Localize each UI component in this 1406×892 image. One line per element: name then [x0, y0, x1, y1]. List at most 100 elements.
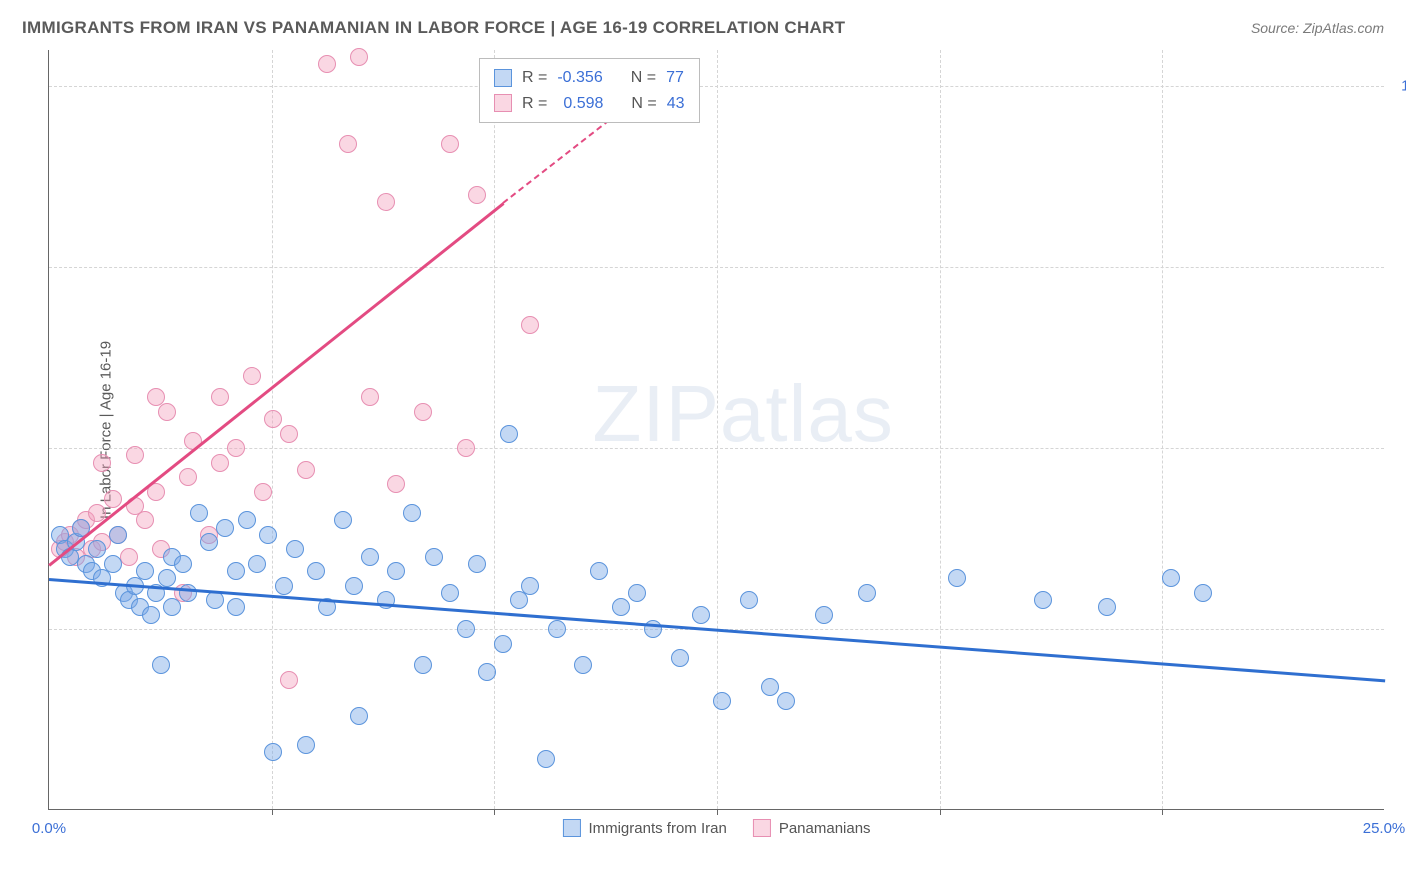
scatter-point — [259, 526, 277, 544]
scatter-point — [457, 620, 475, 638]
legend-item-pink: Panamanians — [753, 819, 871, 837]
scatter-point — [200, 533, 218, 551]
scatter-point — [425, 548, 443, 566]
chart-header: IMMIGRANTS FROM IRAN VS PANAMANIAN IN LA… — [22, 18, 1384, 38]
scatter-point — [147, 388, 165, 406]
scatter-point — [174, 555, 192, 573]
x-tick-mark — [494, 809, 495, 815]
scatter-point — [297, 736, 315, 754]
scatter-point — [297, 461, 315, 479]
scatter-point — [387, 475, 405, 493]
scatter-point — [537, 750, 555, 768]
scatter-point — [494, 635, 512, 653]
swatch-blue-icon — [494, 69, 512, 87]
x-tick-mark — [717, 809, 718, 815]
r-value-blue: -0.356 — [557, 65, 602, 91]
scatter-point — [136, 511, 154, 529]
scatter-point — [345, 577, 363, 595]
r-label: R = — [522, 91, 547, 117]
legend-swatch-blue-icon — [562, 819, 580, 837]
scatter-point — [478, 663, 496, 681]
gridline-v — [940, 50, 941, 809]
scatter-point — [761, 678, 779, 696]
scatter-point — [307, 562, 325, 580]
scatter-point — [548, 620, 566, 638]
correlation-stats-box: R = -0.356 N = 77 R = 0.598 N = 43 — [479, 58, 700, 123]
n-value-pink: 43 — [667, 91, 685, 117]
scatter-point — [158, 569, 176, 587]
stat-row-blue: R = -0.356 N = 77 — [494, 65, 685, 91]
scatter-point — [468, 555, 486, 573]
scatter-point — [671, 649, 689, 667]
scatter-point — [815, 606, 833, 624]
scatter-point — [227, 562, 245, 580]
scatter-point — [441, 135, 459, 153]
scatter-point — [361, 548, 379, 566]
scatter-point — [377, 193, 395, 211]
scatter-point — [152, 656, 170, 674]
scatter-point — [612, 598, 630, 616]
scatter-point — [190, 504, 208, 522]
scatter-point — [414, 656, 432, 674]
scatter-point — [1194, 584, 1212, 602]
scatter-point — [777, 692, 795, 710]
scatter-point — [468, 186, 486, 204]
scatter-point — [948, 569, 966, 587]
scatter-point — [350, 707, 368, 725]
scatter-point — [858, 584, 876, 602]
scatter-point — [179, 468, 197, 486]
plot-area: In Labor Force | Age 16-19 ZIPatlas 25.0… — [48, 50, 1384, 810]
scatter-point — [248, 555, 266, 573]
scatter-point — [264, 743, 282, 761]
gridline-v — [494, 50, 495, 809]
bottom-legend: Immigrants from Iran Panamanians — [562, 819, 870, 837]
source-label: Source: ZipAtlas.com — [1251, 20, 1384, 36]
stat-row-pink: R = 0.598 N = 43 — [494, 91, 685, 117]
scatter-point — [1162, 569, 1180, 587]
legend-label-blue: Immigrants from Iran — [588, 820, 726, 837]
scatter-point — [93, 454, 111, 472]
scatter-point — [120, 548, 138, 566]
scatter-point — [692, 606, 710, 624]
watermark: ZIPatlas — [592, 368, 893, 460]
scatter-point — [211, 388, 229, 406]
legend-item-blue: Immigrants from Iran — [562, 819, 726, 837]
scatter-point — [104, 555, 122, 573]
r-label: R = — [522, 65, 547, 91]
scatter-point — [350, 48, 368, 66]
gridline-v — [1162, 50, 1163, 809]
scatter-point — [521, 316, 539, 334]
scatter-point — [243, 367, 261, 385]
x-tick-mark — [272, 809, 273, 815]
scatter-point — [441, 584, 459, 602]
scatter-point — [254, 483, 272, 501]
scatter-point — [334, 511, 352, 529]
scatter-point — [713, 692, 731, 710]
n-value-blue: 77 — [666, 65, 684, 91]
scatter-point — [361, 388, 379, 406]
n-label: N = — [631, 65, 656, 91]
scatter-point — [227, 439, 245, 457]
n-label: N = — [631, 91, 656, 117]
x-tick-right: 25.0% — [1363, 820, 1406, 837]
scatter-point — [1098, 598, 1116, 616]
scatter-point — [163, 598, 181, 616]
scatter-point — [590, 562, 608, 580]
scatter-point — [280, 671, 298, 689]
chart-title: IMMIGRANTS FROM IRAN VS PANAMANIAN IN LA… — [22, 18, 845, 38]
scatter-point — [740, 591, 758, 609]
scatter-point — [574, 656, 592, 674]
scatter-point — [286, 540, 304, 558]
scatter-point — [206, 591, 224, 609]
scatter-point — [88, 540, 106, 558]
legend-swatch-pink-icon — [753, 819, 771, 837]
scatter-point — [414, 403, 432, 421]
scatter-point — [339, 135, 357, 153]
x-tick-mark — [940, 809, 941, 815]
x-tick-mark — [1162, 809, 1163, 815]
scatter-point — [264, 410, 282, 428]
scatter-point — [628, 584, 646, 602]
scatter-point — [104, 490, 122, 508]
scatter-point — [280, 425, 298, 443]
scatter-point — [521, 577, 539, 595]
